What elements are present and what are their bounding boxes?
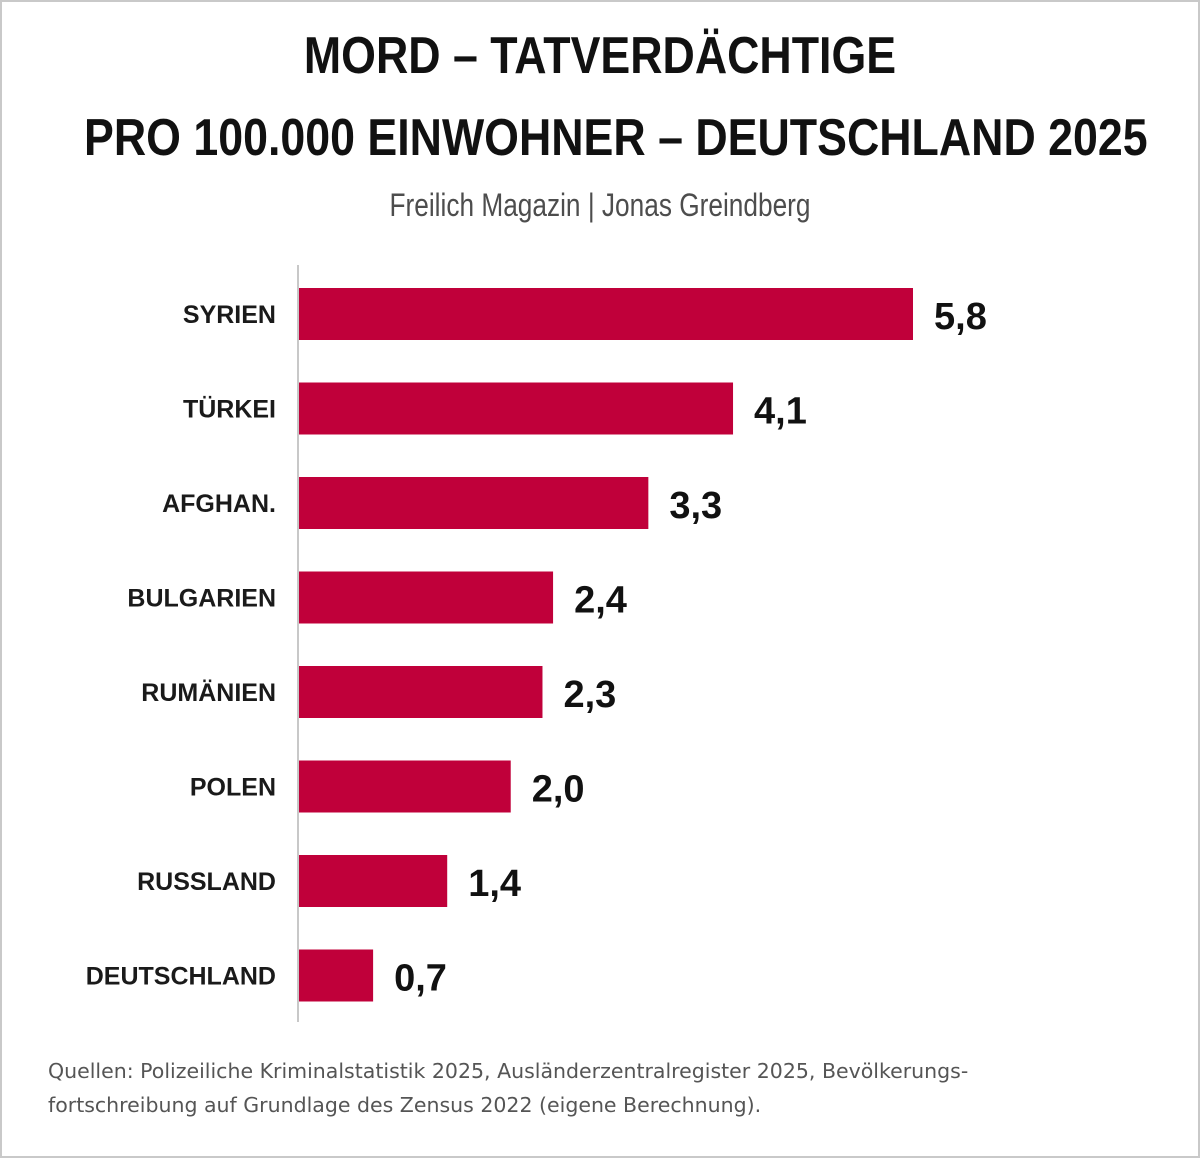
value-label-afghan: 3,3 xyxy=(669,485,722,527)
source-note: Quellen: Polizeiliche Kriminalstatistik … xyxy=(48,1054,1158,1122)
category-label-afghan: AFGHAN. xyxy=(162,490,276,518)
bar-türkei xyxy=(299,382,734,435)
value-label-rumänien: 2,3 xyxy=(563,674,616,716)
bar-syrien xyxy=(299,288,913,340)
category-label-türkei: TÜRKEI xyxy=(183,395,276,424)
bar-rumänien xyxy=(299,666,543,718)
category-label-rumänien: RUMÄNIEN xyxy=(141,679,276,707)
category-label-bulgarien: BULGARIEN xyxy=(127,585,276,613)
value-label-bulgarien: 2,4 xyxy=(574,580,627,622)
value-label-türkei: 4,1 xyxy=(754,391,807,433)
chart-title-line-1: MORD – TATVERDÄCHTIGE xyxy=(303,27,897,85)
category-label-syrien: SYRIEN xyxy=(183,301,276,329)
value-label-syrien: 5,8 xyxy=(934,296,987,338)
category-label-russland: RUSSLAND xyxy=(137,868,276,896)
bar-bulgarien xyxy=(299,571,554,624)
bar-polen xyxy=(299,760,511,813)
category-label-deutschland: DEUTSCHLAND xyxy=(86,963,276,991)
category-label-polen: POLEN xyxy=(190,774,276,802)
value-label-deutschland: 0,7 xyxy=(394,958,447,1000)
chart-title-line-2: PRO 100.000 EINWOHNER – DEUTSCHLAND 2025 xyxy=(84,109,1148,167)
chart-subtitle: Freilich Magazin | Jonas Greindberg xyxy=(389,187,811,223)
value-label-russland: 1,4 xyxy=(468,863,521,905)
bar-afghan xyxy=(299,477,649,529)
value-label-polen: 2,0 xyxy=(532,769,585,811)
bar-deutschland xyxy=(299,949,374,1002)
source-note-line-2: fortschreibung auf Grundlage des Zensus … xyxy=(48,1093,762,1117)
source-note-line-1: Quellen: Polizeiliche Kriminalstatistik … xyxy=(48,1059,969,1083)
bar-russland xyxy=(299,855,448,907)
